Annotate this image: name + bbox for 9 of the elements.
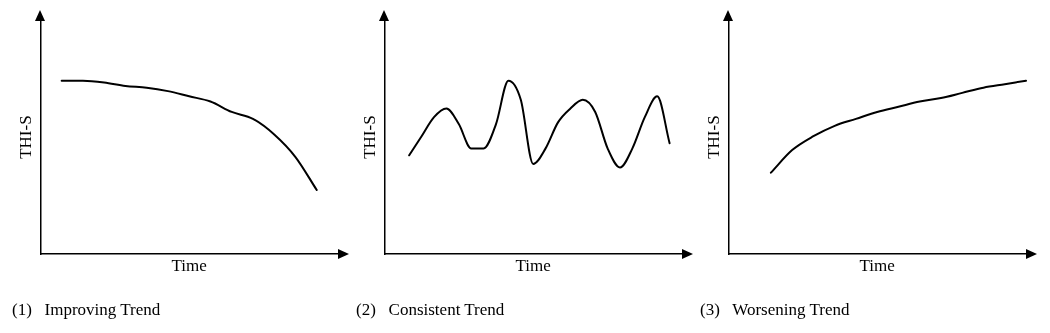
y-axis-title: THI-S — [15, 115, 35, 159]
text: (1) Improving Trend — [12, 300, 161, 320]
x-axis-title: Time — [859, 255, 895, 275]
x-axis-title: Time — [171, 255, 207, 275]
x-axis-title: Time — [515, 255, 551, 275]
text: (3) Worsening Trend — [700, 300, 850, 320]
y-axis-title: THI-S — [703, 115, 723, 159]
y-axis-title: THI-S — [359, 115, 379, 159]
text: (2) Consistent Trend — [356, 300, 505, 320]
